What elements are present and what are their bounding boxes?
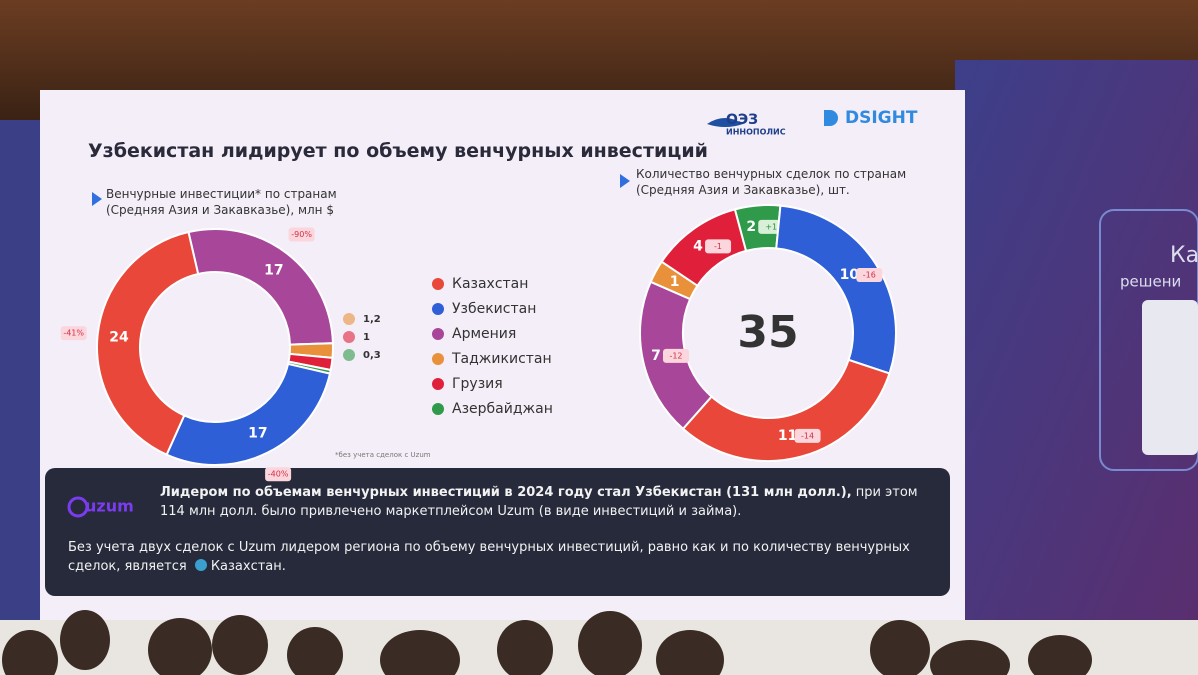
legend-swatch: [432, 403, 444, 415]
callout-note: Без учета двух сделок с Uzum лидером рег…: [68, 538, 928, 576]
value-label: 1: [363, 332, 370, 343]
callout-text: при этом 114 млн долл. было привлечено м…: [160, 485, 918, 519]
value-label: 1: [670, 274, 680, 290]
oez-logo-mark: [707, 118, 743, 127]
logo-text: ИННОПОЛИС: [726, 128, 786, 137]
value-label: 2: [746, 219, 756, 235]
change-badge: [288, 227, 315, 242]
change-badge: [60, 326, 87, 341]
donut-slice: [660, 208, 748, 288]
change-badge: [794, 428, 821, 443]
logo-text: DSIGHT: [845, 108, 918, 128]
chart-title: Количество венчурных сделок по странам (…: [636, 167, 907, 197]
value-label: 11: [778, 428, 797, 444]
flag: [194, 559, 207, 571]
legend-swatch: [432, 278, 444, 290]
legend-swatch: [432, 353, 444, 365]
change-badge: [662, 348, 689, 363]
change-badge: [265, 467, 292, 482]
change-badge: [705, 239, 732, 254]
donut-slice: [187, 228, 334, 346]
legend-swatch: [432, 378, 444, 390]
change-label: -16: [863, 270, 876, 279]
bullet: [620, 174, 630, 188]
flag: [343, 331, 355, 343]
screen-text: Ка: [1170, 243, 1198, 268]
legend-label: Грузия: [452, 376, 503, 392]
value-label: 24: [109, 330, 129, 346]
callout-box: [45, 468, 950, 596]
change-label: -14: [801, 431, 814, 440]
value-label: 1,2: [363, 314, 381, 325]
change-label: -41%: [63, 329, 84, 338]
bullet: [92, 192, 102, 206]
footnote: *без учета сделок с Uzum: [335, 451, 431, 459]
logo-text: ОЭЗ: [726, 112, 758, 128]
audience: [2, 610, 1092, 675]
change-label: -90%: [291, 230, 312, 239]
title: Узбекистан лидирует по объему венчурных …: [88, 140, 708, 162]
change-label: -1: [714, 242, 722, 251]
value-label: 17: [264, 263, 283, 279]
legend-label: Таджикистан: [451, 351, 552, 367]
change-badge: [856, 267, 883, 282]
value-label: 0,3: [363, 350, 381, 361]
callout-text: Казахстан.: [210, 559, 286, 574]
value-label: 7: [651, 348, 661, 364]
uzum-icon: [67, 496, 89, 518]
legend-label: Азербайджан: [452, 401, 553, 417]
dsight-mark: [824, 110, 838, 126]
screen-text: решени: [1120, 273, 1181, 291]
donut-slice: [96, 230, 200, 456]
callout-lead: Лидером по объемам венчурных инвестиций …: [160, 483, 940, 521]
qr-code: [1142, 300, 1198, 455]
change-label: -12: [669, 351, 682, 360]
value-label: 4: [693, 238, 703, 254]
change-label: +1: [765, 222, 777, 231]
legend-label: Узбекистан: [452, 301, 536, 317]
callout-bold: Лидером по объемам венчурных инвестиций …: [160, 485, 852, 500]
legend-label: Армения: [452, 326, 516, 342]
uzum-logo: uzum: [85, 497, 134, 516]
flag: [343, 349, 355, 361]
callout-text: Без учета двух сделок с Uzum лидером рег…: [68, 540, 910, 574]
total-label: 35: [737, 307, 798, 358]
chart-title: Венчурные инвестиции* по странам (Средня…: [106, 187, 337, 217]
legend-swatch: [432, 303, 444, 315]
legend-label: Казахстан: [452, 276, 528, 292]
flag: [343, 313, 355, 325]
right-frame: [1099, 209, 1198, 471]
donut-slice: [165, 362, 332, 466]
value-label: 10: [840, 267, 860, 283]
legend-swatch: [432, 328, 444, 340]
donut-slice: [681, 358, 891, 462]
change-label: -40%: [268, 470, 289, 479]
value-label: 17: [248, 425, 267, 441]
donut-slice: [775, 204, 897, 375]
